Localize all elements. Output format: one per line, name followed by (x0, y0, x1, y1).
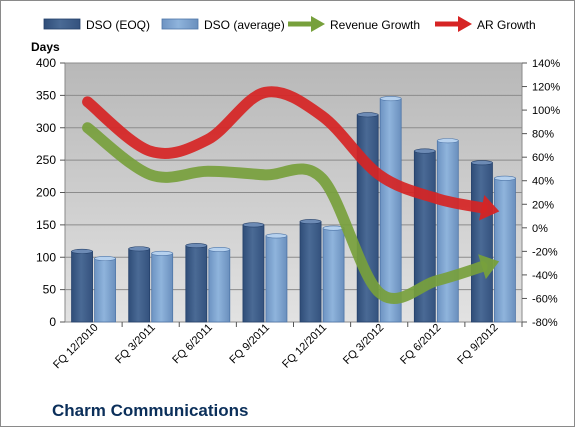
legend-label: DSO (EOQ) (86, 18, 150, 32)
y-axis-title: Days (31, 40, 60, 54)
legend-arrowhead (458, 16, 472, 32)
revenue-growth-line (82, 122, 488, 304)
legend-arrowhead (311, 16, 325, 32)
bar-average (436, 140, 459, 323)
bar-cap (185, 243, 208, 249)
bar-eoq (71, 251, 93, 323)
y-tick-label: 100 (36, 250, 56, 264)
bar-average (265, 235, 288, 323)
legend-swatch (161, 18, 199, 30)
y2-tick-label: -20% (532, 246, 558, 258)
legend: DSO (EOQ) DSO (average) Revenue Growth AR G… (43, 16, 536, 32)
bar-cap (356, 112, 379, 118)
bar-average (494, 177, 516, 323)
y-tick-label: 50 (43, 283, 57, 297)
bar-cap (71, 248, 93, 254)
bar-cap (437, 138, 459, 144)
legend-label: AR Growth (477, 18, 536, 32)
bar-eoq (128, 248, 151, 323)
y2-tick-label: 140% (532, 58, 560, 70)
y-tick-label: 400 (36, 56, 56, 70)
y2-tick-label: 100% (532, 105, 560, 117)
y2-tick-label: 80% (532, 129, 554, 141)
y2-tick-label: 120% (532, 82, 560, 94)
revenue-growth-arrowhead (478, 254, 500, 280)
y2-tick-label: 20% (532, 199, 554, 211)
bar-eoq (242, 224, 265, 323)
y-tick-label: 0 (49, 315, 56, 329)
bar-average (151, 252, 174, 323)
bar-eoq (471, 162, 493, 323)
bar-cap (265, 233, 288, 239)
bar-eoq (299, 221, 322, 323)
y-tick-label: 150 (36, 218, 56, 232)
y2-tick-label: 40% (532, 176, 554, 188)
ar-growth-line (82, 86, 488, 214)
y2-tick-label: -80% (532, 317, 558, 329)
bar-cap (299, 219, 322, 225)
bar-eoq (185, 245, 208, 323)
y2-tick-label: -40% (532, 270, 558, 282)
bar-average (379, 98, 402, 323)
chart-title: Charm Communications (52, 401, 248, 420)
bar-cap (151, 250, 173, 256)
bar-eoq (413, 150, 436, 323)
bar-cap (94, 256, 116, 262)
legend-swatch (43, 18, 81, 30)
bar-average (208, 249, 231, 323)
bar-cap (379, 96, 402, 102)
y-tick-label: 250 (36, 153, 56, 167)
y-tick-label: 200 (36, 186, 56, 200)
bar-cap (471, 160, 493, 166)
bar-cap (128, 246, 150, 252)
bar-cap (414, 148, 436, 154)
legend-label: DSO (average) (204, 18, 285, 32)
y-tick-label: 300 (36, 121, 56, 135)
bar-cap (494, 175, 516, 181)
ar-growth-arrowhead (479, 195, 500, 221)
bar-cap (208, 246, 231, 252)
y-tick-label: 350 (36, 88, 56, 102)
bar-cap (242, 222, 265, 228)
legend-label: Revenue Growth (330, 18, 420, 32)
y2-tick-label: 0% (532, 223, 548, 235)
bar-average (322, 227, 345, 323)
bar-average (94, 258, 116, 323)
y2-tick-label: -60% (532, 293, 558, 305)
y2-tick-label: 60% (532, 152, 554, 164)
